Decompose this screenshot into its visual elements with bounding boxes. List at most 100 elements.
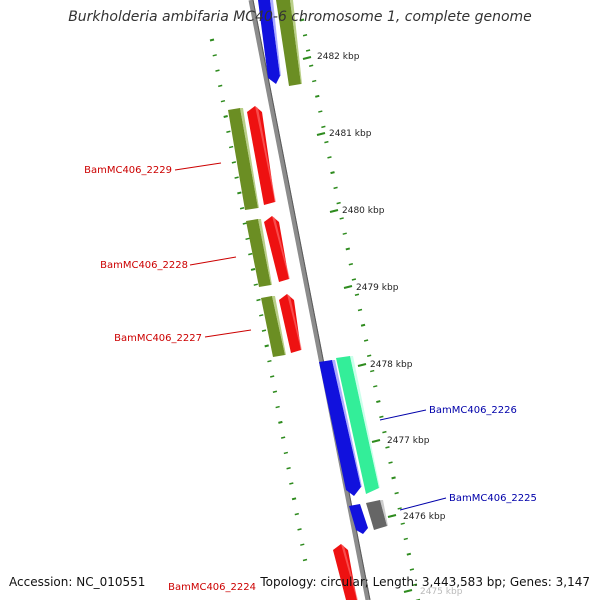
feature-blue-top[interactable] bbox=[258, 0, 281, 84]
outer-guide-dot bbox=[336, 201, 341, 205]
inner-guide-dot bbox=[289, 482, 294, 485]
gene-bammc406-2225[interactable] bbox=[349, 500, 388, 534]
inner-guide-dot bbox=[272, 390, 278, 393]
tick-label-2480: 2480 kbp bbox=[342, 206, 385, 216]
outer-guide-dot bbox=[400, 522, 405, 525]
gene-bammc406-2229[interactable] bbox=[228, 106, 276, 210]
outer-guide-dot bbox=[370, 369, 375, 373]
tick-label-2477: 2477 kbp bbox=[387, 436, 430, 446]
tick-mark-2481 bbox=[316, 132, 326, 136]
tick-mark-2477 bbox=[371, 439, 381, 443]
outer-guide-dot bbox=[366, 354, 372, 358]
tick-label-2475: 2475 kbp bbox=[420, 587, 463, 597]
outer-guide-dot bbox=[412, 583, 418, 586]
inner-guide-dot bbox=[297, 528, 302, 531]
gene-label-2227[interactable]: BamMC406_2227 bbox=[114, 333, 202, 344]
outer-guide-dot bbox=[302, 34, 308, 37]
inner-guide-dot bbox=[248, 252, 253, 256]
outer-dotted-guide bbox=[299, 18, 421, 600]
outer-guide-dot bbox=[357, 308, 363, 312]
inner-guide-dot bbox=[261, 329, 267, 332]
outer-guide-dot bbox=[342, 232, 347, 235]
gene-label-2225[interactable]: BamMC406_2225 bbox=[449, 493, 537, 504]
inner-guide-dot bbox=[234, 176, 239, 179]
inner-guide-dot bbox=[220, 99, 226, 103]
inner-guide-dot bbox=[283, 451, 289, 455]
gene-label-2224[interactable]: BamMC406_2224 bbox=[168, 582, 256, 593]
inner-guide-dot bbox=[237, 191, 242, 195]
inner-guide-dot bbox=[212, 54, 217, 57]
inner-guide-dot bbox=[231, 161, 237, 164]
outer-guide-dot bbox=[345, 247, 351, 251]
scale-ticks: 2482 kbp 2481 kbp 2480 kbp 2479 kbp 2478… bbox=[302, 52, 463, 597]
inner-guide-dot bbox=[302, 558, 308, 562]
inner-guide-dot bbox=[264, 344, 269, 348]
outer-guide-dot bbox=[339, 217, 344, 220]
gene-label-2229[interactable]: BamMC406_2229 bbox=[84, 165, 172, 176]
leader-line-2228 bbox=[189, 256, 237, 266]
outer-guide-dot bbox=[324, 140, 329, 144]
tick-mark-2476 bbox=[387, 514, 397, 518]
inner-guide-dot bbox=[286, 467, 291, 470]
outer-guide-dot bbox=[351, 278, 357, 281]
inner-guide-dot bbox=[239, 207, 245, 210]
tick-mark-2479 bbox=[343, 285, 353, 289]
inner-guide-dot bbox=[226, 130, 231, 133]
tick-mark-2478 bbox=[357, 363, 367, 367]
tick-mark-2480 bbox=[329, 209, 339, 213]
inner-dotted-guide bbox=[209, 38, 308, 562]
outer-guide-dot bbox=[391, 476, 396, 480]
leader-line-2225 bbox=[399, 497, 447, 511]
feature-olive-top[interactable] bbox=[276, 0, 302, 86]
accession-text: Accession: NC_010551 bbox=[9, 575, 146, 589]
outer-guide-dot bbox=[373, 385, 378, 388]
chromosome-backbone-shadow bbox=[252, 0, 371, 600]
gene-bammc406-2226[interactable] bbox=[319, 356, 380, 496]
inner-guide-dot bbox=[242, 222, 248, 225]
outer-guide-dot bbox=[394, 491, 399, 495]
outer-guide-dot bbox=[388, 461, 393, 464]
outer-guide-dot bbox=[382, 430, 387, 434]
inner-guide-dot bbox=[253, 283, 258, 286]
inner-guide-dot bbox=[267, 359, 272, 363]
chromosome-backbone bbox=[248, 0, 371, 600]
outer-guide-dot bbox=[315, 94, 320, 98]
outer-guide-dot bbox=[363, 339, 369, 342]
leader-line-2227 bbox=[204, 329, 252, 338]
inner-guide-dot bbox=[294, 512, 299, 516]
outer-guide-dot bbox=[379, 415, 384, 419]
outer-guide-dot bbox=[308, 64, 314, 68]
outer-guide-dot bbox=[330, 171, 335, 175]
outer-guide-dot bbox=[376, 400, 381, 404]
outer-guide-dot bbox=[327, 156, 332, 159]
leader-line-2229 bbox=[174, 162, 222, 171]
gene-bammc406-2224[interactable] bbox=[333, 544, 358, 600]
inner-guide-dot bbox=[256, 298, 261, 302]
outer-guide-dot bbox=[321, 125, 326, 129]
tick-label-2479: 2479 kbp bbox=[356, 283, 399, 293]
gene-label-2226[interactable]: BamMC406_2226 bbox=[429, 405, 517, 416]
genome-summary-text: Topology: circular; Length: 3,443,583 bp… bbox=[260, 575, 590, 589]
tick-label-2478: 2478 kbp bbox=[370, 360, 413, 370]
inner-guide-dot bbox=[218, 84, 223, 88]
tick-label-2476: 2476 kbp bbox=[403, 512, 446, 522]
tick-label-2482: 2482 kbp bbox=[317, 52, 360, 62]
outer-guide-dot bbox=[305, 49, 311, 52]
leader-line-2226 bbox=[379, 409, 427, 421]
tick-mark-2482 bbox=[302, 56, 312, 60]
gene-label-2228[interactable]: BamMC406_2228 bbox=[100, 260, 188, 271]
tick-label-2481: 2481 kbp bbox=[329, 129, 372, 139]
outer-guide-dot bbox=[318, 110, 323, 113]
tick-mark-2475 bbox=[403, 589, 413, 593]
inner-guide-dot bbox=[300, 543, 305, 546]
outer-guide-dot bbox=[403, 537, 408, 541]
inner-guide-dot bbox=[280, 436, 286, 439]
gene-bammc406-2227[interactable] bbox=[261, 294, 302, 357]
inner-guide-dot bbox=[250, 267, 256, 271]
gene-bammc406-2228[interactable] bbox=[246, 216, 290, 287]
inner-guide-dot bbox=[269, 375, 275, 378]
inner-guide-dot bbox=[209, 38, 215, 42]
inner-guide-dot bbox=[291, 497, 297, 501]
outer-guide-dot bbox=[385, 446, 390, 449]
